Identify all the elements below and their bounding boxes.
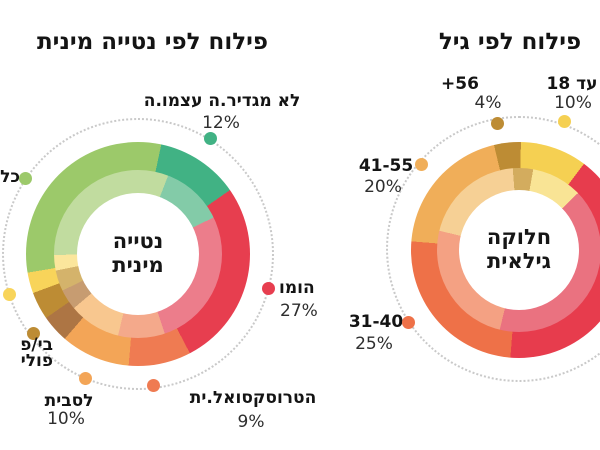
callout-hetero-dot bbox=[147, 379, 160, 392]
callout-41-55-label: 41-55 bbox=[358, 156, 414, 176]
callout-41-55-pct: 20% bbox=[364, 177, 402, 197]
callout-lesbian-pct: 10% bbox=[47, 409, 85, 429]
orientation-donut-hole: נטייה מינית bbox=[77, 193, 199, 315]
callout-hetero-pct: 9% bbox=[237, 412, 265, 432]
callout-not-defined-dot bbox=[204, 132, 217, 145]
callout-bi-pan-dot bbox=[27, 327, 40, 340]
callout-yellow-dot bbox=[3, 288, 16, 301]
callout-41-55-dot bbox=[415, 158, 428, 171]
callout-not-defined-pct: 12% bbox=[202, 113, 240, 133]
callout-under18-label: עד 18 bbox=[546, 74, 598, 94]
callout-56plus-dot bbox=[491, 117, 504, 130]
callout-hetero-label: הטרוסקסואל.ית bbox=[189, 388, 317, 408]
callout-31-40-pct: 25% bbox=[355, 334, 393, 354]
callout-31-40-label: 31-40 bbox=[348, 312, 404, 332]
callout-56plus-label: +56 bbox=[441, 74, 479, 94]
callout-homo-dot bbox=[262, 282, 275, 295]
callout-kol-label: כל bbox=[0, 167, 20, 187]
callout-lesbian-dot bbox=[79, 372, 92, 385]
callout-not-defined-label: לא מגדיר.ה עצמו.ה bbox=[143, 91, 301, 111]
callout-under18-dot bbox=[558, 115, 571, 128]
callout-lesbian-label: לסבית bbox=[44, 391, 94, 411]
callout-under18-pct: 10% bbox=[554, 93, 592, 113]
callout-homo-label: הומו bbox=[279, 278, 315, 298]
orientation-chart-title: פילוח לפי נטייה מינית bbox=[36, 29, 269, 55]
callout-bi-pan-label: בי/פ פולי bbox=[20, 335, 53, 371]
callout-kol-dot bbox=[19, 172, 32, 185]
age-donut-hole: חלוקה גילאית bbox=[459, 190, 579, 310]
callout-31-40-dot bbox=[402, 316, 415, 329]
callout-homo-pct: 27% bbox=[280, 301, 318, 321]
orientation-center-label: נטייה מינית bbox=[112, 229, 164, 277]
orientation-donut-chart: נטייה מינית bbox=[26, 142, 250, 366]
orientation-guide-circle bbox=[2, 118, 274, 390]
callout-56plus-pct: 4% bbox=[474, 93, 502, 113]
age-donut-chart: חלוקה גילאית bbox=[411, 142, 600, 358]
age-center-label: חלוקה גילאית bbox=[486, 225, 552, 273]
age-chart-title: פילוח לפי גיל bbox=[438, 29, 582, 55]
